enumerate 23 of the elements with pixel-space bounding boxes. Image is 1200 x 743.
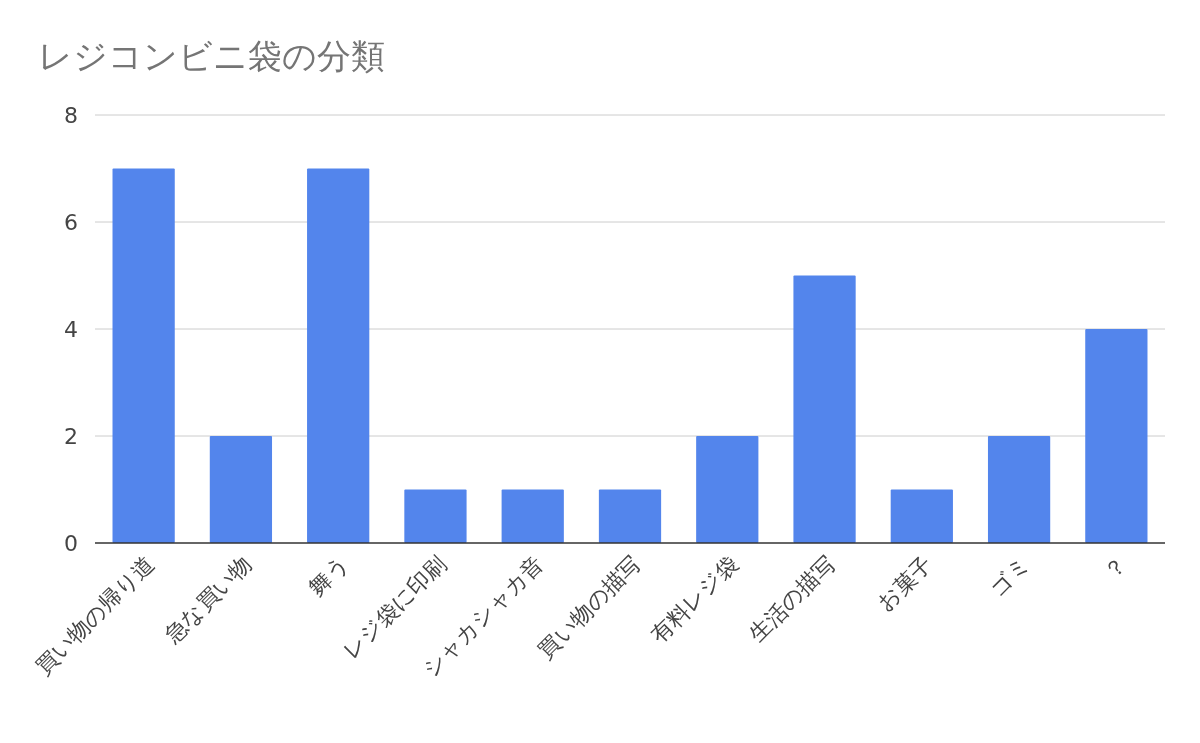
x-tick-label: お菓子 <box>872 550 938 616</box>
bar <box>598 489 662 543</box>
x-tick-label: 有料レジ袋 <box>645 550 743 648</box>
x-tick-label: 急な買い物 <box>158 550 257 649</box>
y-tick-label: 8 <box>64 102 78 128</box>
bar <box>112 168 175 543</box>
bar <box>696 436 759 543</box>
bar <box>404 489 467 543</box>
bar <box>209 436 273 543</box>
bar <box>793 275 856 543</box>
y-tick-label: 2 <box>64 423 78 449</box>
bar <box>987 436 1051 543</box>
bar <box>890 489 953 543</box>
chart-title: レジコンビニ袋の分類 <box>38 36 385 76</box>
y-tick-label: 6 <box>64 209 78 235</box>
x-tick-label: 舞う <box>304 550 354 601</box>
x-tick-label: 生活の描写 <box>743 550 841 648</box>
x-tick-label: ゴミ <box>984 550 1035 602</box>
x-tick-label: ？ <box>1098 550 1132 585</box>
bar <box>1085 329 1148 543</box>
bar <box>501 489 564 543</box>
y-tick-label: 4 <box>64 316 78 342</box>
bar <box>307 168 370 543</box>
